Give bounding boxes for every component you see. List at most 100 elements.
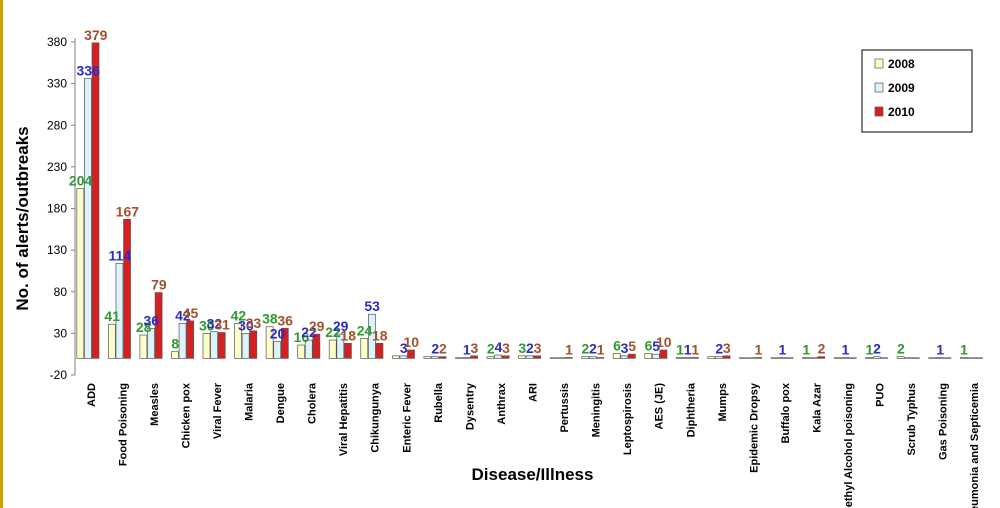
data-label: 2 bbox=[526, 340, 534, 356]
data-label: 5 bbox=[628, 338, 636, 354]
bar-2009 bbox=[872, 356, 881, 359]
bar-2009 bbox=[178, 323, 187, 359]
bar-2010 bbox=[280, 328, 289, 359]
bar-2009 bbox=[525, 355, 534, 359]
category-label: Methyl Alcohol poisoning bbox=[843, 383, 855, 508]
bar-2009 bbox=[841, 357, 849, 359]
category-label: Pertussis bbox=[559, 383, 571, 433]
data-labels: 2043363794111416728367984245303231423033… bbox=[69, 27, 968, 358]
bar-2010 bbox=[848, 357, 857, 359]
bar-2008 bbox=[328, 339, 337, 359]
data-label: 3 bbox=[621, 340, 629, 356]
y-axis-title: No. of alerts/outbreaks bbox=[13, 126, 32, 310]
bar-2010 bbox=[943, 357, 952, 359]
data-label: 6 bbox=[645, 337, 653, 353]
bar-2010 bbox=[880, 357, 889, 359]
data-label: 10 bbox=[656, 334, 672, 350]
legend-label-2010: 2010 bbox=[888, 105, 915, 119]
data-label: 5 bbox=[652, 338, 660, 354]
category-label: ADD bbox=[86, 383, 98, 407]
data-label: 1 bbox=[802, 342, 810, 358]
category-label: Buffalo pox bbox=[780, 382, 792, 443]
legend-swatch-2010 bbox=[874, 106, 884, 117]
bar-2009 bbox=[241, 333, 250, 359]
data-label: 38 bbox=[262, 311, 278, 327]
bar-2010 bbox=[533, 355, 542, 359]
bar-2008 bbox=[455, 357, 463, 359]
bar-2008 bbox=[234, 323, 242, 359]
bar-2009 bbox=[273, 341, 282, 359]
category-label: Enteric Fever bbox=[401, 382, 413, 452]
data-label: 1 bbox=[684, 342, 692, 358]
y-tick-label: 280 bbox=[47, 118, 67, 132]
bar-2009 bbox=[778, 357, 786, 359]
data-label: 16 bbox=[294, 329, 310, 345]
bar-2008 bbox=[770, 357, 779, 359]
bar-2009 bbox=[588, 356, 597, 359]
data-label: 18 bbox=[340, 327, 356, 343]
bar-2008 bbox=[802, 357, 810, 359]
data-label: 79 bbox=[151, 277, 167, 293]
data-label: 36 bbox=[144, 312, 160, 328]
category-label: Viral Fever bbox=[212, 382, 224, 439]
data-label: 31 bbox=[214, 317, 230, 333]
legend-swatch-2009 bbox=[874, 82, 884, 93]
bar-2010 bbox=[975, 357, 983, 359]
data-label: 22 bbox=[325, 324, 341, 340]
bar-2009 bbox=[304, 339, 313, 359]
data-label: 3 bbox=[400, 340, 408, 356]
bar-2008 bbox=[675, 357, 684, 359]
legend: 2008 2009 2010 bbox=[861, 49, 973, 133]
data-label: 2 bbox=[873, 341, 881, 357]
category-labels: ADD Food Poisoning Measles Chicken pox Viral… bbox=[86, 382, 981, 508]
data-label: 53 bbox=[364, 298, 380, 314]
bar-2008 bbox=[391, 355, 400, 359]
data-label: 3 bbox=[471, 340, 479, 356]
legend-label-2009: 2009 bbox=[888, 81, 915, 95]
data-label: 114 bbox=[108, 247, 131, 263]
bar-2009 bbox=[746, 357, 755, 359]
category-label: Leptospirosis bbox=[622, 383, 634, 455]
bar-2008 bbox=[76, 188, 85, 359]
data-label: 2 bbox=[582, 341, 590, 357]
data-label: 167 bbox=[116, 203, 140, 219]
bar-2009 bbox=[715, 356, 723, 359]
data-label: 2 bbox=[589, 341, 597, 357]
data-label: 32 bbox=[207, 316, 223, 332]
category-label: PUO bbox=[875, 383, 887, 407]
bar-2009 bbox=[620, 355, 629, 359]
bar-2008 bbox=[581, 356, 589, 359]
data-label: 1 bbox=[865, 342, 873, 358]
bar-2008 bbox=[707, 356, 716, 359]
data-label: 24 bbox=[357, 322, 373, 338]
bar-2010 bbox=[312, 333, 321, 359]
bar-2010 bbox=[754, 357, 762, 359]
data-label: 20 bbox=[270, 326, 286, 342]
x-axis-title: Disease/Illness bbox=[472, 465, 594, 484]
bar-2010 bbox=[407, 349, 415, 359]
data-label: 10 bbox=[404, 334, 420, 350]
category-label: Rubella bbox=[433, 382, 445, 423]
bar-2008 bbox=[518, 355, 526, 359]
data-label: 1 bbox=[463, 342, 471, 358]
bar-2010 bbox=[596, 357, 605, 359]
data-label: 30 bbox=[238, 317, 254, 333]
data-label: 6 bbox=[613, 337, 621, 353]
category-label: AES (JE) bbox=[654, 383, 666, 430]
bar-2009 bbox=[368, 313, 376, 359]
bar-2009 bbox=[967, 357, 976, 359]
data-label: 30 bbox=[199, 317, 215, 333]
y-tick-label: 380 bbox=[47, 35, 67, 49]
bar-2008 bbox=[644, 353, 653, 359]
legend-swatch-2008 bbox=[874, 58, 884, 69]
bar-2008 bbox=[865, 357, 873, 359]
data-label: 2 bbox=[487, 341, 495, 357]
bar-2008 bbox=[833, 357, 842, 359]
bar-2008 bbox=[139, 334, 148, 359]
bar-2010 bbox=[659, 349, 668, 359]
data-label: 2 bbox=[715, 341, 723, 357]
data-label: 3 bbox=[502, 340, 510, 356]
category-label: Food Poisoning bbox=[117, 383, 129, 466]
category-label: Chikungunya bbox=[370, 382, 382, 453]
